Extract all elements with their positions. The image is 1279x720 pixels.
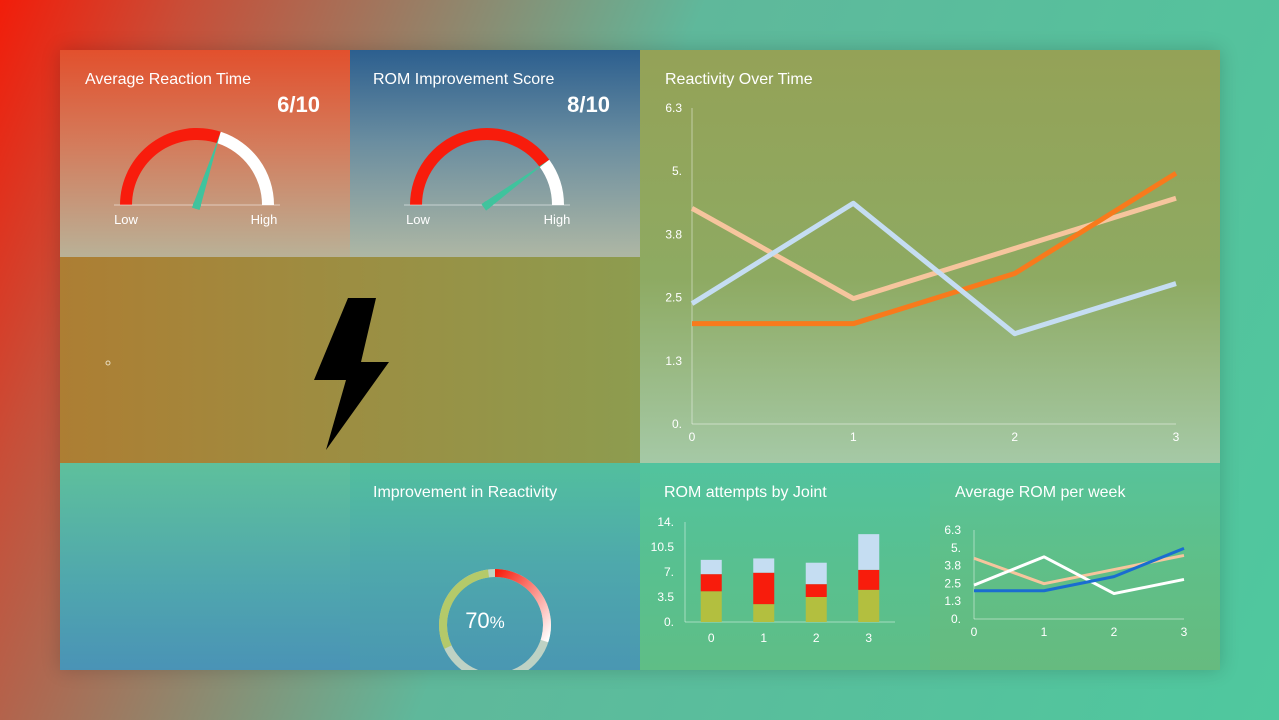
avg-rom-week-card: Average ROM per week 0. 1.3 2.5 3.8 5. 6.3 0 1 2… — [930, 463, 1220, 670]
gauge-needle-hub — [483, 201, 491, 209]
x-tick-label: 3 — [865, 631, 872, 645]
improvement-value: 70% — [450, 608, 520, 634]
gauge-remaining-arc — [217, 131, 274, 205]
improvement-card: Improvement in Reactivity 70% — [350, 463, 640, 670]
rom-score-value: 8/10 — [567, 92, 610, 117]
reaction-time-score: 6/10 — [277, 92, 320, 117]
gauge-high-label: High — [251, 212, 278, 227]
donut-green-arc — [439, 569, 490, 649]
bar-segment — [700, 591, 722, 622]
bar-segment — [805, 597, 827, 622]
blank-panel — [60, 463, 350, 670]
dashboard: Average Reaction Time 6/10 Low High ROM … — [60, 50, 1220, 670]
rom-attempts-title: ROM attempts by Joint — [664, 484, 827, 501]
y-tick-label: 5. — [951, 541, 961, 555]
reactivity-over-time-card: Reactivity Over Time 0. 1.3 2.5 3.8 5. 6.3 0 1 2… — [640, 50, 1220, 463]
improvement-donut — [439, 569, 551, 670]
gauge-remaining-arc — [539, 159, 564, 205]
y-tick-label: 0. — [664, 615, 674, 629]
gauge-needle — [191, 133, 221, 211]
series-line — [974, 546, 1185, 593]
reaction-time-title: Average Reaction Time — [85, 71, 252, 88]
x-tick-label: 3 — [1173, 430, 1180, 444]
avg-rom-week-line-chart: 0. 1.3 2.5 3.8 5. 6.3 0 1 2 3 — [944, 523, 1188, 639]
bar-segment — [700, 574, 722, 592]
gauge-filled-arc — [410, 128, 550, 205]
y-tick-label: 6.3 — [944, 523, 961, 537]
improvement-unit: % — [489, 613, 505, 632]
bar-segment — [858, 589, 880, 622]
x-tick-label: 2 — [1111, 625, 1118, 639]
y-tick-label: 0. — [672, 417, 682, 431]
bar-segment — [753, 558, 775, 573]
series-line — [692, 171, 1178, 327]
bar-segment — [805, 584, 827, 597]
small-circle-icon — [105, 360, 111, 366]
x-tick-label: 2 — [813, 631, 820, 645]
y-tick-label: 3.5 — [657, 590, 674, 604]
improvement-title: Improvement in Reactivity — [373, 484, 558, 501]
gauge-needle — [481, 160, 548, 211]
rom-attempts-bar-chart: 0. 3.5 7. 10.5 14. 0 1 2 3 — [651, 515, 895, 645]
improvement-number: 70 — [465, 608, 490, 633]
gauge-low-label: Low — [114, 212, 138, 227]
gauge-high-label: High — [544, 212, 571, 227]
y-tick-label: 1.3 — [665, 354, 682, 368]
reactivity-line-chart: 0. 1.3 2.5 3.8 5. 6.3 0 1 2 3 — [665, 101, 1180, 444]
gauge-filled-arc — [120, 128, 221, 205]
y-tick-label: 10.5 — [651, 540, 675, 554]
bar-segment — [805, 562, 827, 585]
y-tick-label: 0. — [951, 612, 961, 626]
x-tick-label: 1 — [1041, 625, 1048, 639]
lightning-bolt-icon — [314, 298, 389, 450]
reaction-time-card: Average Reaction Time 6/10 Low High — [60, 50, 350, 257]
x-tick-label: 0 — [708, 631, 715, 645]
x-tick-label: 1 — [850, 430, 857, 444]
y-tick-label: 2.5 — [944, 576, 961, 590]
bar-segment — [753, 604, 775, 622]
series-line — [690, 195, 1177, 302]
y-tick-label: 14. — [657, 515, 674, 529]
rom-score-card: ROM Improvement Score 8/10 Low High — [350, 50, 640, 257]
bar-segment — [753, 572, 775, 605]
y-tick-label: 5. — [672, 164, 682, 178]
series-line — [973, 555, 1185, 596]
donut-red-arc — [494, 569, 551, 643]
y-tick-label: 6.3 — [665, 101, 682, 115]
rom-score-gauge: Low High — [404, 128, 571, 227]
bar-segment — [858, 569, 880, 590]
y-tick-label: 3.8 — [944, 559, 961, 573]
bar-segment — [858, 534, 880, 570]
gauge-low-label: Low — [406, 212, 430, 227]
reactivity-chart-title: Reactivity Over Time — [665, 71, 813, 88]
rom-attempts-card: ROM attempts by Joint 0. 3.5 7. 10.5 14. 0 1 2 3 — [640, 463, 930, 670]
x-tick-label: 3 — [1181, 625, 1188, 639]
rom-score-title: ROM Improvement Score — [373, 71, 555, 88]
gauge-needle-hub — [193, 201, 201, 209]
x-tick-label: 0 — [971, 625, 978, 639]
series-line — [690, 200, 1177, 337]
y-tick-label: 2.5 — [665, 291, 682, 305]
x-tick-label: 1 — [760, 631, 767, 645]
hero-panel — [60, 257, 640, 463]
y-tick-label: 1.3 — [944, 594, 961, 608]
x-tick-label: 0 — [689, 430, 696, 444]
y-tick-label: 7. — [664, 565, 674, 579]
x-tick-label: 2 — [1011, 430, 1018, 444]
bar-segment — [700, 559, 722, 575]
reaction-time-gauge: Low High — [114, 128, 280, 227]
y-tick-label: 3.8 — [665, 227, 682, 241]
avg-rom-week-title: Average ROM per week — [955, 484, 1126, 501]
